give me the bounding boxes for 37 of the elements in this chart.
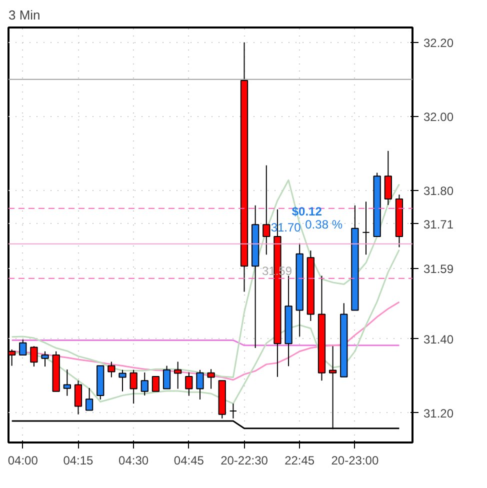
candlestick [162,365,171,390]
candlestick [19,338,27,356]
x-tick-label: 04:00 [8,454,38,468]
candlestick [185,372,193,396]
y-tick-label: 32.20 [424,36,454,50]
y-tick-label: 31.20 [424,406,454,420]
candlestick [262,164,270,256]
x-tick-label: 20-23:00 [331,454,379,468]
candlestick [63,369,71,396]
y-tick-label: 31.80 [424,184,454,198]
candlestick [174,361,182,390]
chart-title: 3 Min [8,8,40,22]
candlestick [229,403,238,419]
candlestick [384,150,392,206]
candlestick [41,350,49,368]
y-tick-label: 31.40 [424,332,454,346]
y-tick-label: 32.00 [424,110,454,124]
candlestick [108,361,116,378]
candlestick [196,369,204,400]
x-tick-label: 04:15 [63,454,94,468]
candlestick [207,368,215,390]
x-tick-label: 20-22:30 [220,454,268,468]
candlestick [74,380,82,415]
annotation: 0.38 % [305,217,343,232]
y-tick-label: 31.59 [424,262,454,276]
candlestick [130,369,138,404]
x-tick-label: 04:30 [118,454,149,468]
candlestick [362,201,370,256]
annotation: $0.12 [292,204,322,218]
x-tick-label: 22:45 [284,454,315,468]
candlestick [30,346,38,368]
candlestick [85,388,94,411]
x-tick-label: 04:45 [174,454,204,468]
y-tick-label: 31.71 [424,217,454,232]
candlestick [140,372,148,396]
candlestick [118,369,126,392]
candlestick [152,376,160,392]
